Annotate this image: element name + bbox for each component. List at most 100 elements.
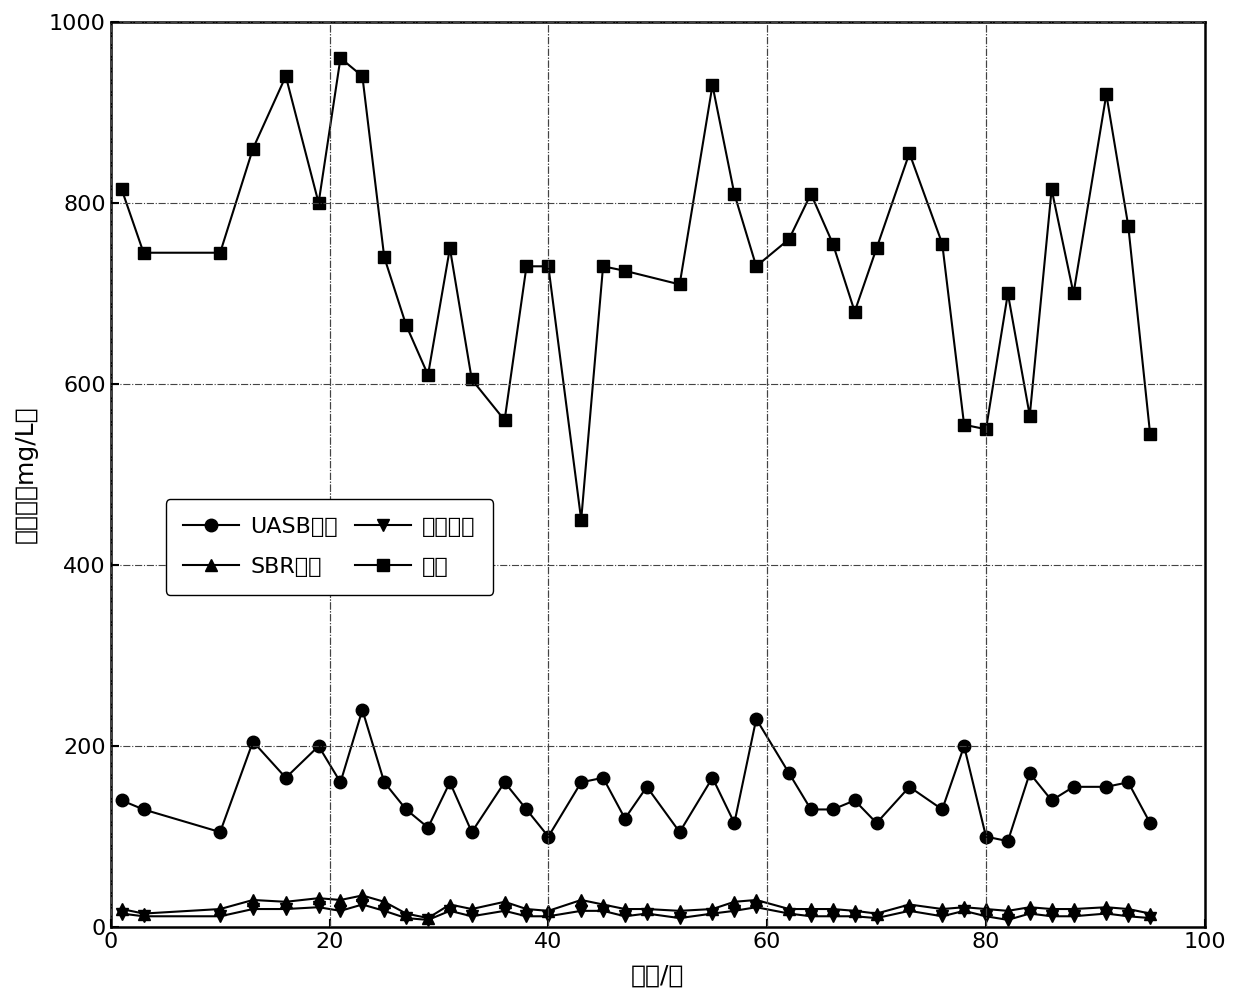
UASB出水 [311, 740, 326, 752]
UASB出水 [1099, 781, 1114, 793]
Line: SBR出水: SBR出水 [115, 889, 1157, 924]
原液 [706, 79, 720, 91]
系统出水 [727, 905, 742, 917]
系统出水 [1099, 908, 1114, 920]
UASB出水 [869, 817, 884, 829]
系统出水 [355, 899, 370, 911]
系统出水 [935, 910, 950, 922]
原液 [278, 70, 293, 82]
系统出水 [399, 912, 414, 924]
原液 [869, 242, 884, 254]
原液 [574, 514, 589, 526]
系统出水 [1121, 910, 1136, 922]
UASB出水 [574, 777, 589, 789]
SBR出水 [869, 908, 884, 920]
系统出水 [618, 910, 632, 922]
UASB出水 [595, 772, 610, 784]
SBR出水 [420, 912, 435, 924]
SBR出水 [727, 896, 742, 908]
系统出水 [136, 910, 151, 922]
SBR出水 [278, 896, 293, 908]
UASB出水 [1001, 835, 1016, 847]
系统出水 [114, 908, 129, 920]
原液 [420, 369, 435, 381]
原液 [1022, 409, 1037, 421]
UASB出水 [213, 826, 228, 838]
系统出水 [595, 905, 610, 917]
原液 [978, 423, 993, 435]
SBR出水 [978, 903, 993, 915]
系统出水 [1022, 908, 1037, 920]
UASB出水 [640, 781, 655, 793]
SBR出水 [520, 903, 534, 915]
系统出水 [520, 910, 534, 922]
Line: 系统出水: 系统出水 [115, 898, 1157, 926]
UASB出水 [1044, 795, 1059, 807]
UASB出水 [618, 813, 632, 825]
原液 [464, 373, 479, 385]
SBR出水 [1001, 905, 1016, 917]
原液 [847, 305, 862, 317]
系统出水 [706, 908, 720, 920]
UASB出水 [781, 767, 796, 779]
原液 [399, 319, 414, 331]
SBR出水 [355, 890, 370, 902]
原液 [749, 260, 764, 272]
UASB出水 [957, 740, 972, 752]
系统出水 [443, 905, 458, 917]
系统出水 [781, 908, 796, 920]
SBR出水 [957, 901, 972, 913]
Line: 原液: 原液 [115, 52, 1157, 527]
UASB出水 [706, 772, 720, 784]
UASB出水 [1066, 781, 1081, 793]
原液 [114, 183, 129, 195]
UASB出水 [978, 831, 993, 843]
原液 [826, 237, 841, 249]
X-axis label: 时间/天: 时间/天 [631, 963, 684, 987]
SBR出水 [640, 903, 655, 915]
SBR出水 [497, 896, 512, 908]
原液 [672, 278, 687, 290]
SBR出水 [464, 903, 479, 915]
系统出水 [1142, 912, 1157, 924]
SBR出水 [1099, 901, 1114, 913]
Legend: UASB出水, SBR出水, 系统出水, 原液: UASB出水, SBR出水, 系统出水, 原液 [166, 499, 494, 595]
原液 [1099, 88, 1114, 100]
UASB出水 [334, 777, 348, 789]
SBR出水 [804, 903, 818, 915]
原液 [443, 242, 458, 254]
SBR出水 [781, 903, 796, 915]
原液 [334, 52, 348, 64]
UASB出水 [399, 804, 414, 816]
UASB出水 [497, 777, 512, 789]
原液 [1121, 219, 1136, 231]
SBR出水 [672, 905, 687, 917]
系统出水 [311, 901, 326, 913]
UASB出水 [541, 831, 556, 843]
Y-axis label: 氨氮／（mg/L）: 氨氮／（mg/L） [14, 405, 38, 544]
UASB出水 [847, 795, 862, 807]
原液 [1142, 427, 1157, 439]
原液 [957, 418, 972, 430]
原液 [355, 70, 370, 82]
系统出水 [1066, 910, 1081, 922]
UASB出水 [1142, 817, 1157, 829]
原液 [520, 260, 534, 272]
原液 [901, 147, 916, 159]
SBR出水 [901, 899, 916, 911]
SBR出水 [443, 899, 458, 911]
原液 [727, 188, 742, 200]
系统出水 [334, 905, 348, 917]
UASB出水 [935, 804, 950, 816]
系统出水 [826, 910, 841, 922]
原液 [595, 260, 610, 272]
系统出水 [420, 914, 435, 926]
系统出水 [869, 912, 884, 924]
SBR出水 [847, 905, 862, 917]
系统出水 [464, 910, 479, 922]
SBR出水 [136, 908, 151, 920]
SBR出水 [541, 905, 556, 917]
SBR出水 [749, 894, 764, 906]
SBR出水 [334, 894, 348, 906]
原液 [246, 142, 260, 154]
